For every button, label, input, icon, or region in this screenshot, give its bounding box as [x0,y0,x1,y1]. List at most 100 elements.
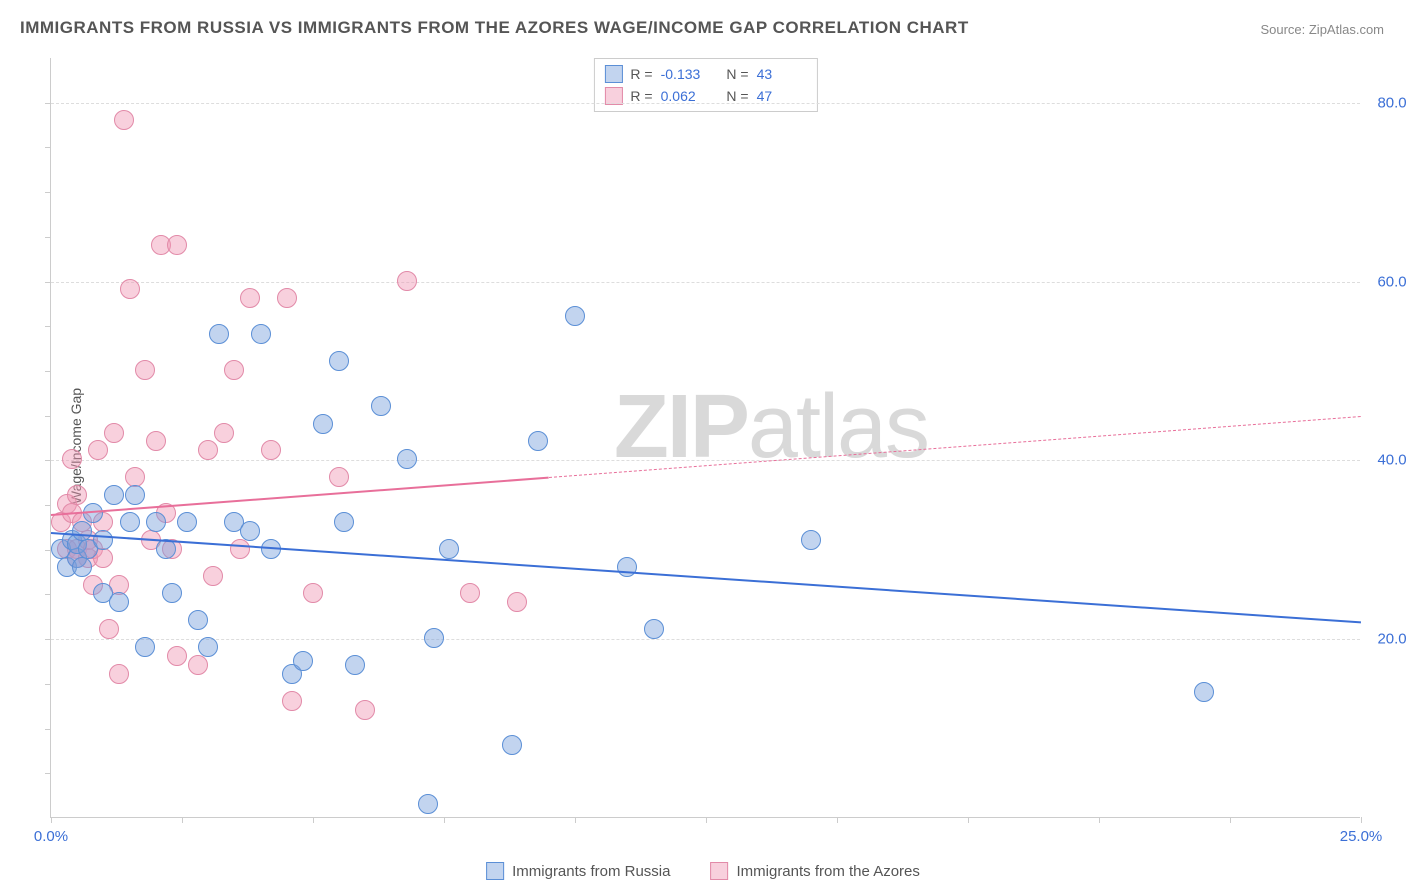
legend-n-value: 43 [757,66,807,82]
legend-row: R = -0.133 N = 43 [604,63,806,85]
data-point [329,351,349,371]
data-point [355,700,375,720]
y-tick-mark [45,147,51,148]
y-tick-mark [45,237,51,238]
data-point [371,396,391,416]
data-point [230,539,250,559]
data-point [125,485,145,505]
chart-title: IMMIGRANTS FROM RUSSIA VS IMMIGRANTS FRO… [20,18,969,38]
x-tick-mark [444,817,445,823]
y-tick-mark [45,371,51,372]
data-point [109,592,129,612]
data-point [72,521,92,541]
data-point [251,324,271,344]
y-tick-mark [45,282,51,283]
legend-n-label: N = [719,66,749,82]
correlation-legend: R = -0.133 N = 43 R = 0.062 N = 47 [593,58,817,112]
data-point [329,467,349,487]
data-point [1194,682,1214,702]
data-point [507,592,527,612]
y-tick-mark [45,594,51,595]
gridline [51,639,1360,640]
y-tick-label: 60.0% [1365,273,1406,290]
legend-item: Immigrants from Russia [486,862,670,880]
x-tick-mark [575,817,576,823]
data-point [88,440,108,460]
x-tick-mark [706,817,707,823]
y-tick-label: 80.0% [1365,94,1406,111]
legend-n-value: 47 [757,88,807,104]
y-tick-mark [45,460,51,461]
y-tick-mark [45,639,51,640]
data-point [109,664,129,684]
data-point [203,566,223,586]
data-point [261,440,281,460]
gridline [51,103,1360,104]
data-point [334,512,354,532]
source-label: Source: ZipAtlas.com [1260,22,1384,37]
gridline [51,282,1360,283]
data-point [72,557,92,577]
y-tick-mark [45,550,51,551]
x-tick-mark [51,817,52,823]
data-point [198,440,218,460]
data-point [114,110,134,130]
gridline [51,460,1360,461]
data-point [214,423,234,443]
legend-r-label: R = [630,88,652,104]
y-tick-mark [45,326,51,327]
legend-r-value: 0.062 [661,88,711,104]
data-point [104,423,124,443]
data-point [439,539,459,559]
legend-series-label: Immigrants from Russia [512,863,670,880]
x-tick-label: 25.0% [1340,828,1383,845]
data-point [277,288,297,308]
data-point [99,619,119,639]
data-point [146,512,166,532]
legend-n-label: N = [719,88,749,104]
trend-line [51,532,1361,623]
data-point [62,449,82,469]
data-point [397,271,417,291]
data-point [240,288,260,308]
y-tick-mark [45,416,51,417]
data-point [120,512,140,532]
data-point [801,530,821,550]
data-point [224,360,244,380]
data-point [240,521,260,541]
data-point [135,360,155,380]
data-point [188,610,208,630]
legend-swatch-icon [604,65,622,83]
data-point [345,655,365,675]
legend-series-label: Immigrants from the Azores [736,863,919,880]
x-tick-label: 0.0% [34,828,68,845]
data-point [162,583,182,603]
data-point [313,414,333,434]
x-tick-mark [837,817,838,823]
trend-line-extrapolated [549,416,1361,478]
data-point [282,691,302,711]
data-point [565,306,585,326]
y-tick-mark [45,684,51,685]
y-tick-mark [45,505,51,506]
data-point [135,637,155,657]
data-point [397,449,417,469]
y-tick-mark [45,729,51,730]
chart-plot-area: ZIPatlas R = -0.133 N = 43R = 0.062 N = … [50,58,1360,818]
data-point [67,485,87,505]
y-tick-mark [45,103,51,104]
data-point [418,794,438,814]
data-point [198,637,218,657]
data-point [177,512,197,532]
data-point [146,431,166,451]
legend-r-value: -0.133 [661,66,711,82]
x-tick-mark [968,817,969,823]
y-tick-label: 20.0% [1365,631,1406,648]
data-point [104,485,124,505]
data-point [167,646,187,666]
x-tick-mark [1099,817,1100,823]
data-point [424,628,444,648]
data-point [460,583,480,603]
x-tick-mark [1230,817,1231,823]
x-tick-mark [182,817,183,823]
